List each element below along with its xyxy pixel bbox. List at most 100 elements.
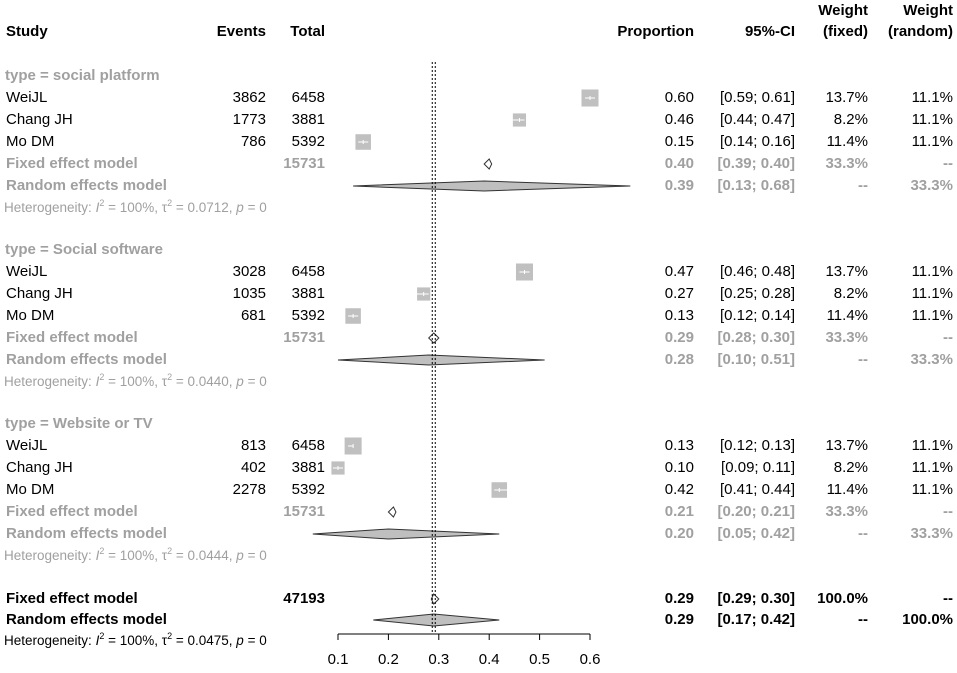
- group-3-fixed-weight-fixed: 33.3%: [825, 503, 868, 520]
- group-3-study-3-weight-fixed: 11.4%: [826, 481, 868, 498]
- group-3-label: type = Website or TV: [5, 415, 153, 432]
- group-1-study-1-weight-random: 11.1%: [911, 89, 953, 106]
- group-1-label: type = social platform: [5, 67, 160, 84]
- group-2-fixed-proportion: 0.29: [664, 329, 694, 346]
- group-2-fixed-weight-random: --: [943, 329, 953, 346]
- x-tick-label-2: 0.2: [378, 651, 399, 668]
- group-3-fixed-ci: [0.20; 0.21]: [717, 503, 795, 520]
- group-3-fixed-total: 15731: [283, 503, 325, 520]
- overall-fixed-proportion: 0.29: [664, 590, 694, 607]
- overall-random-label: Random effects model: [6, 611, 167, 628]
- group-3-random-label: Random effects model: [6, 525, 167, 542]
- group-3-study-2-name: Chang JH: [6, 459, 73, 476]
- group-2-study-1-name: WeiJL: [6, 263, 48, 280]
- group-3-study-1-weight-random: 11.1%: [911, 437, 953, 454]
- overall-random-weight-random: 100.0%: [902, 611, 953, 628]
- overall-random-proportion: 0.29: [664, 611, 694, 628]
- group-1-study-3-weight-random: 11.1%: [911, 133, 953, 150]
- group-1-study-1-weight-fixed: 13.7%: [825, 89, 868, 106]
- group-2-study-3-total: 5392: [291, 307, 325, 324]
- group-1-fixed-weight-fixed: 33.3%: [825, 155, 868, 172]
- group-1-study-2-events: 1773: [232, 111, 266, 128]
- x-tick-label-3: 0.3: [428, 651, 449, 668]
- group-1-study-2-name: Chang JH: [6, 111, 73, 128]
- group-3-fixed-label: Fixed effect model: [6, 503, 138, 520]
- group-1-study-2-ci: [0.44; 0.47]: [719, 111, 795, 128]
- group-1-study-2-proportion: 0.46: [664, 111, 694, 128]
- group-1-fixed-label: Fixed effect model: [6, 155, 138, 172]
- overall-fixed-label: Fixed effect model: [6, 590, 138, 607]
- group-2-study-1-total: 6458: [291, 263, 325, 280]
- header-total: Total: [290, 23, 325, 40]
- group-3-study-2-total: 3881: [291, 459, 325, 476]
- group-2-study-2-name: Chang JH: [6, 285, 73, 302]
- group-1-study-1-name: WeiJL: [6, 89, 48, 106]
- group-1-fixed-ci: [0.39; 0.40]: [717, 155, 795, 172]
- group-3-study-2-weight-random: 11.1%: [911, 459, 953, 476]
- group-2-random-label: Random effects model: [6, 351, 167, 368]
- group-3-study-3-ci: [0.41; 0.44]: [719, 481, 795, 498]
- group-2-study-3-name: Mo DM: [6, 307, 55, 324]
- group-1-random-weight-random: 33.3%: [910, 177, 953, 194]
- overall-random-diamond: [373, 613, 500, 627]
- group-3-study-1-weight-fixed: 13.7%: [825, 437, 868, 454]
- x-tick-label-5: 0.5: [529, 651, 550, 668]
- group-2-study-3-proportion: 0.13: [664, 307, 694, 324]
- group-2-fixed-label: Fixed effect model: [6, 329, 138, 346]
- group-3-fixed-weight-random: --: [943, 503, 953, 520]
- group-1-study-3-events: 786: [240, 133, 266, 150]
- group-1-fixed-diamond: [483, 158, 493, 170]
- group-2-study-2-weight-fixed: 8.2%: [833, 285, 868, 302]
- group-1-study-2-weight-random: 11.1%: [911, 111, 953, 128]
- group-2-study-3-weight-random: 11.1%: [911, 307, 953, 324]
- group-3-study-3-name: Mo DM: [6, 481, 55, 498]
- group-2-study-2-proportion: 0.27: [664, 285, 694, 302]
- group-1-study-3-weight-fixed: 11.4%: [826, 133, 868, 150]
- group-3-random-weight-fixed: --: [858, 525, 868, 542]
- header-study: Study: [6, 23, 48, 40]
- group-1-random-weight-fixed: --: [858, 177, 868, 194]
- group-2-study-2-ci: [0.25; 0.28]: [719, 285, 795, 302]
- header-ci: 95%-CI: [744, 23, 795, 40]
- group-1-fixed-proportion: 0.40: [664, 155, 694, 172]
- group-3-study-1-proportion: 0.13: [664, 437, 694, 454]
- group-2-study-1-weight-random: 11.1%: [911, 263, 953, 280]
- group-3-study-1-ci: [0.12; 0.13]: [719, 437, 795, 454]
- overall-fixed-total: 47193: [283, 590, 325, 607]
- group-2-study-1-events: 3028: [232, 263, 266, 280]
- group-3-fixed-proportion: 0.21: [664, 503, 694, 520]
- group-2-fixed-diamond: [428, 332, 440, 344]
- header-proportion: Proportion: [617, 23, 694, 40]
- group-3-study-2-weight-fixed: 8.2%: [833, 459, 868, 476]
- header-weight-random-2: (random): [888, 23, 953, 40]
- group-1-study-3-ci: [0.14; 0.16]: [719, 133, 795, 150]
- group-1-random-proportion: 0.39: [664, 177, 694, 194]
- group-2-study-1-ci: [0.46; 0.48]: [719, 263, 795, 280]
- group-2-study-2-events: 1035: [232, 285, 266, 302]
- group-2-study-3-ci: [0.12; 0.14]: [719, 307, 795, 324]
- x-tick-label-4: 0.4: [479, 651, 500, 668]
- group-1-study-1-total: 6458: [291, 89, 325, 106]
- header-weight-random-1: Weight: [903, 2, 953, 19]
- group-3-study-3-events: 2278: [232, 481, 266, 498]
- group-2-study-3-events: 681: [240, 307, 266, 324]
- overall-fixed-weight-random: --: [943, 590, 953, 607]
- group-2-random-weight-fixed: --: [858, 351, 868, 368]
- group-3-study-2-proportion: 0.10: [664, 459, 694, 476]
- group-3-study-2-ci: [0.09; 0.11]: [721, 459, 795, 476]
- group-1-random-ci: [0.13; 0.68]: [717, 177, 795, 194]
- group-3-random-ci: [0.05; 0.42]: [717, 525, 795, 542]
- group-2-fixed-weight-fixed: 33.3%: [825, 329, 868, 346]
- group-3-fixed-diamond: [387, 506, 397, 518]
- group-2-fixed-total: 15731: [283, 329, 325, 346]
- group-1-random-label: Random effects model: [6, 177, 167, 194]
- group-3-study-1-name: WeiJL: [6, 437, 48, 454]
- overall-random-weight-fixed: --: [858, 611, 868, 628]
- group-2-random-weight-random: 33.3%: [910, 351, 953, 368]
- group-1-study-1-proportion: 0.60: [664, 89, 694, 106]
- overall-fixed-ci: [0.29; 0.30]: [717, 590, 795, 607]
- group-3-study-3-total: 5392: [291, 481, 325, 498]
- group-2-random-diamond: [337, 354, 545, 366]
- group-2-random-ci: [0.10; 0.51]: [717, 351, 795, 368]
